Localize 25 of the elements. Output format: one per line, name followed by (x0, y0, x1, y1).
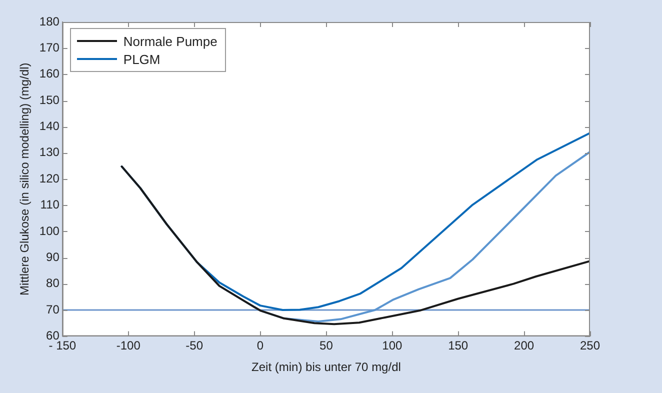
x-tick-label: 200 (514, 338, 534, 353)
y-tick-label: 140 (39, 119, 60, 134)
y-axis-title: Mittlere Glukose (in silico modelling) (mg/dl) (18, 62, 32, 296)
y-tick-label: 180 (39, 14, 60, 28)
x-tick-label: - 150 (48, 338, 76, 353)
y-tick-label: 170 (39, 40, 60, 54)
legend-label: Normale Pumpe (123, 34, 218, 48)
y-tick-label: 120 (39, 171, 60, 186)
y-tick-label: 100 (39, 224, 60, 238)
x-tick-label: 0 (256, 338, 264, 353)
y-tick-label: 150 (39, 92, 60, 107)
x-tick-label: -100 (116, 338, 141, 353)
y-tick-label: 130 (39, 145, 60, 160)
x-tick-label: 100 (382, 338, 402, 353)
x-tick-label: 50 (320, 338, 334, 353)
x-tick-label: -50 (186, 338, 204, 353)
y-tick-label: 90 (46, 250, 60, 264)
legend-label: PLGM (123, 52, 160, 66)
x-tick-label: 250 (580, 338, 600, 353)
y-tick-label: 70 (46, 302, 60, 316)
x-tick-label: 150 (448, 338, 468, 353)
y-tick-label: 110 (40, 198, 60, 212)
x-axis-title: Zeit (min) bis unter 70 mg/dl (252, 360, 401, 374)
y-tick-label: 160 (39, 66, 60, 81)
y-tick-label: 80 (46, 276, 60, 290)
